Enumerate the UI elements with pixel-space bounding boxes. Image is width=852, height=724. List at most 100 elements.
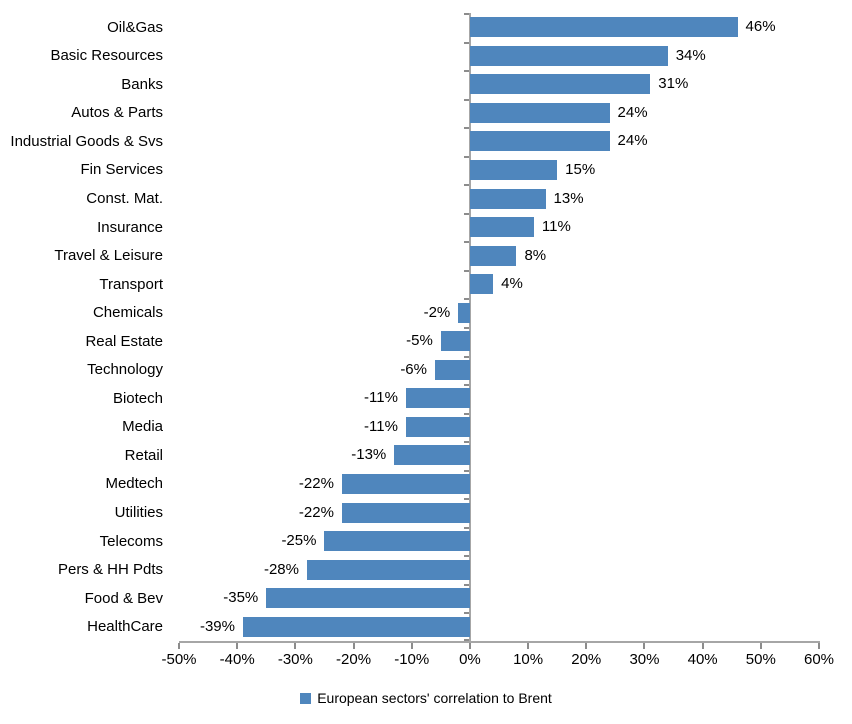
x-axis-tick-label: -30% — [277, 651, 313, 668]
value-label: -11% — [364, 417, 398, 435]
bar — [469, 45, 668, 66]
category-tick-mark — [463, 13, 469, 15]
bar — [435, 359, 470, 380]
x-axis-tick-label: 60% — [803, 651, 835, 668]
x-axis-tick-mark — [468, 643, 471, 649]
category-tick-mark — [463, 70, 469, 73]
category-tick-mark — [463, 41, 469, 44]
category-tick-mark — [463, 583, 469, 586]
x-axis-tick-label: -40% — [219, 651, 255, 668]
bar — [405, 416, 470, 437]
category-tick-mark — [463, 526, 469, 529]
category-label: Utilities — [114, 504, 163, 522]
x-axis-tick-mark — [818, 643, 820, 649]
category-tick-mark — [463, 241, 469, 244]
category-tick-mark — [463, 612, 469, 615]
bar — [469, 102, 610, 123]
x-axis-tick-mark — [701, 643, 704, 649]
x-axis-tick-label: 10% — [513, 651, 544, 668]
category-tick-mark — [463, 412, 469, 415]
category-label: Oil&Gas — [107, 18, 163, 36]
bar — [469, 131, 610, 152]
category-label: Insurance — [97, 218, 163, 236]
x-axis-tick-label: 30% — [629, 651, 660, 668]
bar — [469, 74, 651, 95]
category-label: Industrial Goods & Svs — [10, 132, 163, 150]
category-tick-mark — [463, 555, 469, 558]
legend: European sectors' correlation to Brent — [0, 690, 852, 706]
category-label: Travel & Leisure — [54, 247, 163, 265]
x-axis-tick-mark — [236, 643, 239, 649]
category-label: Banks — [121, 75, 163, 93]
value-label: 24% — [617, 132, 648, 150]
category-tick-mark — [463, 155, 469, 158]
value-label: -22% — [298, 503, 334, 521]
category-label: Basic Resources — [50, 47, 163, 65]
x-axis-tick-label: 50% — [745, 651, 776, 668]
value-label: -35% — [223, 589, 259, 607]
x-axis-line — [179, 641, 820, 643]
bar — [469, 274, 494, 295]
bar — [405, 388, 470, 409]
value-label: 31% — [658, 75, 689, 93]
bar — [324, 531, 470, 552]
bar — [458, 302, 470, 323]
x-axis-tick-label: -20% — [336, 651, 372, 668]
category-tick-mark — [463, 127, 469, 130]
category-tick-mark — [463, 469, 469, 472]
value-label: 4% — [501, 275, 523, 293]
value-label: -13% — [351, 446, 387, 464]
category-label: Const. Mat. — [86, 190, 163, 208]
bar — [243, 616, 470, 637]
category-label: HealthCare — [87, 618, 163, 636]
x-axis-tick-label: 20% — [571, 651, 602, 668]
category-tick-mark — [463, 441, 469, 444]
category-label: Fin Services — [80, 161, 163, 179]
category-label: Food & Bev — [84, 589, 163, 607]
x-axis-tick-label: 0% — [459, 651, 481, 668]
category-tick-mark — [463, 355, 469, 358]
value-label: 8% — [524, 246, 547, 264]
value-label: -28% — [263, 560, 299, 578]
category-tick-mark — [463, 184, 469, 187]
category-tick-mark — [463, 327, 469, 329]
zero-axis-line — [468, 13, 471, 641]
x-axis-tick-mark — [527, 643, 530, 649]
bar — [341, 502, 470, 523]
category-axis-labels: Oil&Gas Basic Resources Banks Autos & Parts… — [0, 13, 163, 641]
x-axis-tick-mark — [643, 643, 646, 649]
bar — [469, 17, 738, 38]
x-axis-tick-mark — [294, 643, 297, 649]
x-axis-tick-mark — [352, 643, 355, 649]
legend-swatch-icon — [300, 692, 312, 704]
value-label: 15% — [565, 161, 596, 178]
category-tick-mark — [463, 298, 469, 301]
value-label: -25% — [281, 532, 317, 550]
bar — [469, 245, 517, 266]
x-axis-tick-label: -10% — [394, 651, 430, 668]
value-label: 34% — [675, 46, 706, 64]
category-tick-mark — [463, 384, 469, 387]
bar — [341, 474, 470, 494]
bar — [307, 559, 470, 580]
x-axis-tick-mark — [178, 643, 180, 649]
value-label: 11% — [541, 218, 571, 236]
x-axis-tick-mark — [410, 643, 413, 649]
category-label: Technology — [87, 361, 163, 379]
category-tick-mark — [463, 269, 469, 272]
category-label: Autos & Parts — [71, 104, 163, 122]
bar — [469, 160, 558, 180]
category-label: Pers & HH Pdts — [57, 561, 163, 579]
category-label: Chemicals — [92, 304, 163, 322]
value-label: 24% — [617, 103, 648, 121]
legend-label: European sectors' correlation to Brent — [317, 690, 552, 706]
category-tick-mark — [463, 498, 469, 501]
bar — [440, 331, 470, 352]
bar — [469, 188, 546, 209]
category-label: Transport — [99, 275, 163, 293]
value-label: -39% — [199, 617, 235, 635]
category-tick-mark — [463, 98, 469, 101]
plot-area: 46% 34% 31% 24% 24% 15% 13% 11% 8% 4% -2% -5% -6% -11… — [179, 13, 819, 641]
category-tick-mark — [463, 639, 469, 641]
category-tick-mark — [463, 212, 469, 215]
